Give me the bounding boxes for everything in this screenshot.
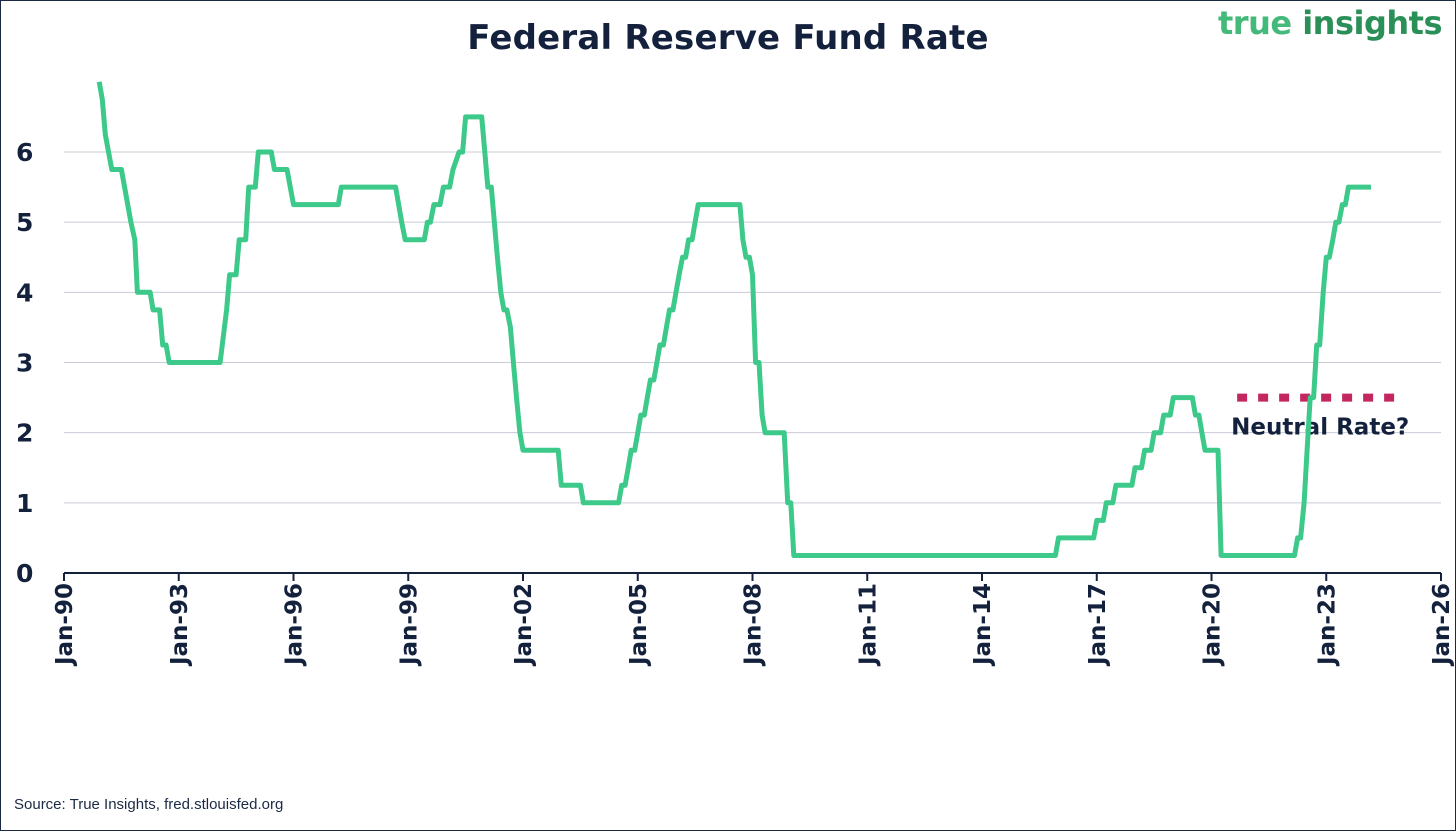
series-layer bbox=[96, 81, 1371, 558]
brand-logo-part2: insights bbox=[1302, 4, 1442, 42]
brand-logo: true insights bbox=[1218, 4, 1442, 42]
x-tick-label-8: Jan-14 bbox=[970, 583, 996, 667]
neutral-rate-label: Neutral Rate? bbox=[1231, 415, 1409, 441]
x-tick-label-2: Jan-96 bbox=[282, 583, 308, 667]
x-tick-labels: Jan-90 Jan-93 Jan-96 Jan-99 Jan-02 Jan-05 Jan-… bbox=[52, 583, 1455, 667]
x-tick-label-12: Jan-26 bbox=[1429, 583, 1455, 667]
x-tick-label-4: Jan-02 bbox=[511, 583, 537, 667]
x-tick-label-3: Jan-99 bbox=[396, 583, 422, 667]
x-tick-label-11: Jan-23 bbox=[1314, 583, 1340, 667]
x-tick-label-0: Jan-90 bbox=[52, 583, 78, 667]
y-tick-label-3: 3 bbox=[16, 349, 33, 378]
brand-logo-part1: true bbox=[1218, 4, 1292, 42]
annotation-layer: Neutral Rate? bbox=[1231, 393, 1409, 441]
source-note: Source: True Insights, fred.stlouisfed.o… bbox=[14, 796, 284, 813]
x-tick-label-6: Jan-08 bbox=[741, 583, 767, 667]
y-tick-label-0: 0 bbox=[16, 559, 33, 588]
y-tick-labels: 0 1 2 3 4 5 6 bbox=[16, 138, 33, 588]
x-tick-label-7: Jan-11 bbox=[855, 583, 881, 667]
x-tick-label-9: Jan-17 bbox=[1085, 583, 1111, 667]
x-tick-label-10: Jan-20 bbox=[1200, 583, 1226, 667]
series-line-fed-funds-rate bbox=[96, 81, 1371, 558]
y-tick-label-1: 1 bbox=[16, 489, 33, 518]
y-tick-label-2: 2 bbox=[16, 419, 33, 448]
x-tick-label-1: Jan-93 bbox=[167, 583, 193, 667]
y-tick-label-4: 4 bbox=[16, 278, 33, 307]
axis-layer bbox=[63, 572, 1442, 581]
y-tick-label-5: 5 bbox=[16, 208, 33, 237]
chart-title: Federal Reserve Fund Rate bbox=[467, 18, 989, 58]
y-tick-label-6: 6 bbox=[16, 138, 33, 167]
x-tick-label-5: Jan-05 bbox=[626, 583, 652, 667]
